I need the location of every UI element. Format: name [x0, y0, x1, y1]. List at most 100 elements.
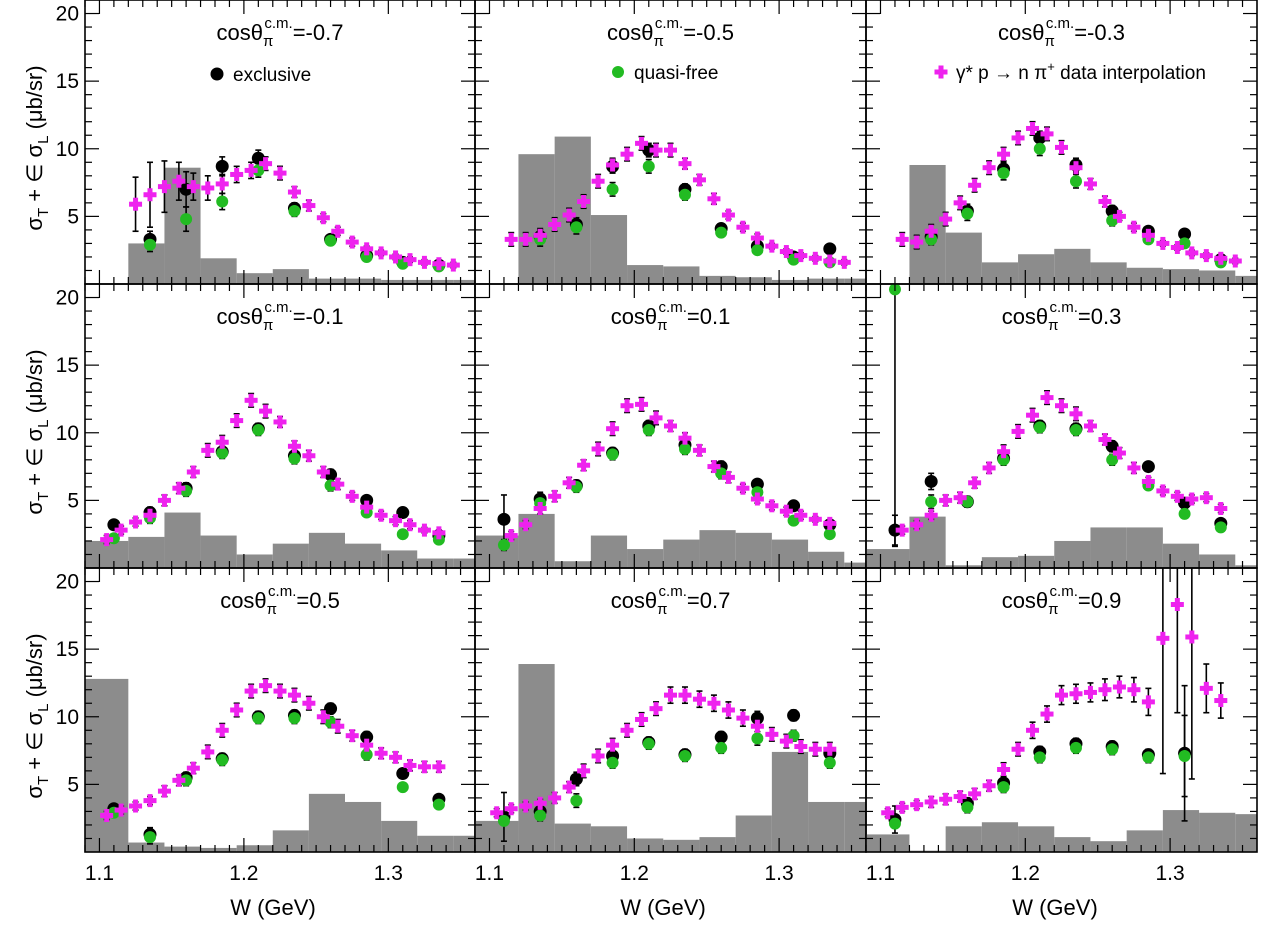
y-axis-labels: σT + ∈ σL (μb/sr) σT + ∈ σL (μb/sr) σT +… — [22, 65, 52, 798]
quasifree-point — [396, 528, 409, 541]
interp-point — [910, 798, 924, 812]
interp-point — [939, 212, 953, 226]
interp-point — [808, 512, 822, 526]
interp-point — [953, 491, 967, 505]
interp-point — [823, 742, 837, 756]
interp-point — [678, 157, 692, 171]
interp-point — [143, 188, 157, 202]
quasifree-point — [144, 831, 156, 844]
interp-point — [1026, 723, 1040, 737]
panel-frame — [84, 0, 476, 285]
interp-point — [1069, 407, 1083, 421]
panel-title: cosθπc.m.=0.5 — [220, 583, 340, 618]
interp-point — [331, 224, 345, 238]
interp-point — [215, 177, 229, 191]
exclusive-point — [396, 767, 410, 781]
hist-bar — [1199, 554, 1236, 568]
interp-point — [649, 143, 663, 157]
interp-point — [100, 533, 114, 547]
interp-point — [1170, 240, 1184, 254]
interp-point — [750, 492, 764, 506]
panels: 5 10 15 20 cosθπc.m.=-0.7 exclusive cosθπc.m.=… — [56, 0, 1258, 885]
interp-point — [548, 791, 562, 805]
quasifree-point — [1069, 175, 1082, 188]
hist-bar — [627, 838, 664, 852]
hist-bar — [909, 164, 946, 284]
interp-point — [1040, 391, 1054, 405]
interp-point — [1185, 246, 1199, 260]
hist-bar — [735, 532, 772, 568]
interp-point — [1112, 209, 1126, 223]
quasifree-point — [1033, 142, 1046, 155]
panel-frame — [84, 567, 476, 853]
interp-point — [649, 411, 663, 425]
interp-point — [259, 679, 273, 693]
panel-plot-area — [866, 284, 1257, 568]
exclusive-point — [215, 159, 229, 173]
interp-point — [692, 173, 706, 187]
hist-bar — [236, 273, 273, 284]
interp-point — [533, 501, 547, 515]
interp-point — [895, 523, 909, 537]
interp-point — [389, 514, 403, 528]
hist-bar — [699, 275, 736, 284]
interp-point — [692, 443, 706, 457]
quasifree-point — [642, 737, 655, 750]
quasifree-point — [432, 533, 445, 546]
interp-point — [1026, 121, 1040, 135]
interp-point — [692, 692, 706, 706]
exclusive-point — [1178, 227, 1192, 241]
interp-point — [562, 780, 576, 794]
quasifree-point — [1142, 751, 1155, 764]
quasifree-point — [360, 748, 373, 761]
exclusive-point — [396, 506, 410, 520]
interp-point — [1040, 707, 1054, 721]
interp-point — [924, 224, 938, 238]
quasifree-point — [324, 234, 337, 247]
interp-point — [230, 167, 244, 181]
interp-point — [968, 787, 982, 801]
hist-bar — [518, 154, 555, 284]
interp-point — [403, 758, 417, 772]
x-tick-label: 1.1 — [475, 862, 504, 885]
interp-point — [750, 231, 764, 245]
interp-point — [635, 712, 649, 726]
quasifree-point — [997, 781, 1010, 794]
interp-point — [1112, 446, 1126, 460]
quasifree-point — [823, 756, 836, 769]
quasifree-point — [360, 250, 373, 263]
quasifree-point — [606, 448, 619, 461]
panel-plot-area — [85, 678, 475, 852]
hist-bar — [771, 751, 809, 852]
interp-point — [1214, 694, 1228, 708]
interp-point — [374, 246, 388, 260]
interp-point — [1011, 131, 1025, 145]
hist-bar — [1235, 814, 1257, 852]
interp-point — [172, 481, 186, 495]
panel-title: cosθπc.m.=0.3 — [1002, 299, 1122, 334]
hist-bar — [771, 539, 809, 568]
quasifree-point — [606, 756, 619, 769]
interp-point — [707, 192, 721, 206]
quasifree-point — [288, 204, 301, 217]
interp-point — [1055, 140, 1068, 154]
interp-point — [1069, 161, 1083, 175]
exclusive-point — [324, 702, 338, 716]
x-tick-label: 1.3 — [765, 862, 794, 885]
hist-bar — [453, 835, 475, 852]
panel-plot-area — [85, 392, 475, 568]
hist-bar — [1162, 269, 1200, 284]
quasifree-point — [1214, 521, 1227, 534]
exclusive-point — [360, 730, 374, 744]
hist-bar — [200, 847, 237, 852]
x-tick-label: 1.2 — [620, 862, 649, 885]
exclusive-point — [1105, 439, 1119, 453]
interp-point — [316, 710, 330, 724]
hist-bar — [1018, 254, 1055, 284]
hist-bar — [345, 801, 382, 852]
interp-point — [143, 508, 157, 522]
interp-point — [1011, 424, 1025, 438]
hist-bar — [981, 822, 1019, 852]
panel-5: cosθπc.m.=0.1 — [474, 283, 867, 569]
